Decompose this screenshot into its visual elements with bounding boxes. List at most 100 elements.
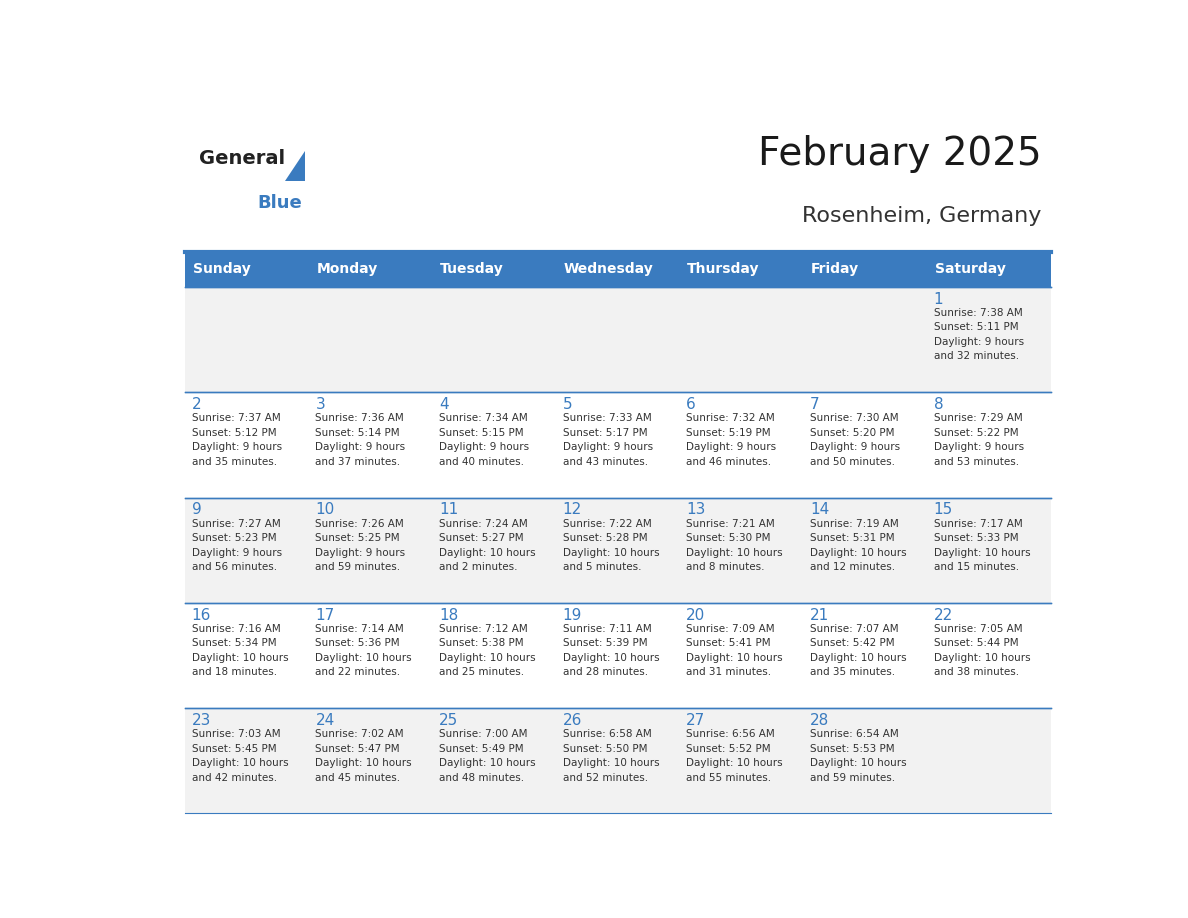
Bar <box>432 708 556 813</box>
Bar <box>803 286 927 392</box>
Text: 9: 9 <box>191 502 202 518</box>
Text: Sunrise: 7:36 AM
Sunset: 5:14 PM
Daylight: 9 hours
and 37 minutes.: Sunrise: 7:36 AM Sunset: 5:14 PM Dayligh… <box>315 413 405 466</box>
Text: 20: 20 <box>687 608 706 622</box>
Text: 25: 25 <box>440 713 459 728</box>
Bar <box>680 498 803 603</box>
Bar <box>803 708 927 813</box>
Text: Sunrise: 6:54 AM
Sunset: 5:53 PM
Daylight: 10 hours
and 59 minutes.: Sunrise: 6:54 AM Sunset: 5:53 PM Dayligh… <box>810 730 906 782</box>
Text: Sunrise: 7:37 AM
Sunset: 5:12 PM
Daylight: 9 hours
and 35 minutes.: Sunrise: 7:37 AM Sunset: 5:12 PM Dayligh… <box>191 413 282 466</box>
Text: Sunrise: 7:16 AM
Sunset: 5:34 PM
Daylight: 10 hours
and 18 minutes.: Sunrise: 7:16 AM Sunset: 5:34 PM Dayligh… <box>191 624 289 677</box>
Text: 23: 23 <box>191 713 211 728</box>
Text: 12: 12 <box>563 502 582 518</box>
Bar <box>309 286 432 392</box>
Text: 5: 5 <box>563 397 573 412</box>
Text: 17: 17 <box>315 608 335 622</box>
Text: Sunrise: 7:19 AM
Sunset: 5:31 PM
Daylight: 10 hours
and 12 minutes.: Sunrise: 7:19 AM Sunset: 5:31 PM Dayligh… <box>810 519 906 572</box>
Text: Sunrise: 7:27 AM
Sunset: 5:23 PM
Daylight: 9 hours
and 56 minutes.: Sunrise: 7:27 AM Sunset: 5:23 PM Dayligh… <box>191 519 282 572</box>
Text: Blue: Blue <box>257 194 302 211</box>
Text: 18: 18 <box>440 608 459 622</box>
Text: Tuesday: Tuesday <box>440 263 504 276</box>
Text: 2: 2 <box>191 397 202 412</box>
Bar <box>556 286 680 392</box>
Bar <box>803 392 927 498</box>
Bar <box>680 252 803 286</box>
Text: Sunrise: 7:32 AM
Sunset: 5:19 PM
Daylight: 9 hours
and 46 minutes.: Sunrise: 7:32 AM Sunset: 5:19 PM Dayligh… <box>687 413 777 466</box>
Text: Sunrise: 7:34 AM
Sunset: 5:15 PM
Daylight: 9 hours
and 40 minutes.: Sunrise: 7:34 AM Sunset: 5:15 PM Dayligh… <box>440 413 529 466</box>
Text: Monday: Monday <box>316 263 378 276</box>
Text: 22: 22 <box>934 608 953 622</box>
Text: 10: 10 <box>315 502 335 518</box>
Text: Sunrise: 7:33 AM
Sunset: 5:17 PM
Daylight: 9 hours
and 43 minutes.: Sunrise: 7:33 AM Sunset: 5:17 PM Dayligh… <box>563 413 653 466</box>
Text: 14: 14 <box>810 502 829 518</box>
Text: Sunrise: 7:24 AM
Sunset: 5:27 PM
Daylight: 10 hours
and 2 minutes.: Sunrise: 7:24 AM Sunset: 5:27 PM Dayligh… <box>440 519 536 572</box>
Text: Sunrise: 7:30 AM
Sunset: 5:20 PM
Daylight: 9 hours
and 50 minutes.: Sunrise: 7:30 AM Sunset: 5:20 PM Dayligh… <box>810 413 901 466</box>
Bar <box>803 252 927 286</box>
Text: Sunrise: 6:58 AM
Sunset: 5:50 PM
Daylight: 10 hours
and 52 minutes.: Sunrise: 6:58 AM Sunset: 5:50 PM Dayligh… <box>563 730 659 782</box>
Text: 15: 15 <box>934 502 953 518</box>
Text: February 2025: February 2025 <box>758 135 1042 173</box>
Bar <box>803 498 927 603</box>
Bar <box>927 252 1051 286</box>
Bar <box>927 392 1051 498</box>
Bar <box>556 392 680 498</box>
Text: Sunrise: 7:14 AM
Sunset: 5:36 PM
Daylight: 10 hours
and 22 minutes.: Sunrise: 7:14 AM Sunset: 5:36 PM Dayligh… <box>315 624 412 677</box>
Bar <box>185 708 309 813</box>
Text: Sunrise: 7:26 AM
Sunset: 5:25 PM
Daylight: 9 hours
and 59 minutes.: Sunrise: 7:26 AM Sunset: 5:25 PM Dayligh… <box>315 519 405 572</box>
Text: Sunrise: 7:29 AM
Sunset: 5:22 PM
Daylight: 9 hours
and 53 minutes.: Sunrise: 7:29 AM Sunset: 5:22 PM Dayligh… <box>934 413 1024 466</box>
Bar <box>556 603 680 708</box>
Bar <box>432 286 556 392</box>
Bar <box>556 252 680 286</box>
Text: 4: 4 <box>440 397 449 412</box>
Text: 7: 7 <box>810 397 820 412</box>
Text: Sunrise: 6:56 AM
Sunset: 5:52 PM
Daylight: 10 hours
and 55 minutes.: Sunrise: 6:56 AM Sunset: 5:52 PM Dayligh… <box>687 730 783 782</box>
Text: Sunrise: 7:03 AM
Sunset: 5:45 PM
Daylight: 10 hours
and 42 minutes.: Sunrise: 7:03 AM Sunset: 5:45 PM Dayligh… <box>191 730 289 782</box>
Text: 19: 19 <box>563 608 582 622</box>
Bar <box>185 286 309 392</box>
Bar <box>309 252 432 286</box>
Text: Sunrise: 7:21 AM
Sunset: 5:30 PM
Daylight: 10 hours
and 8 minutes.: Sunrise: 7:21 AM Sunset: 5:30 PM Dayligh… <box>687 519 783 572</box>
Text: Friday: Friday <box>811 263 859 276</box>
Bar <box>803 603 927 708</box>
Text: Sunday: Sunday <box>192 263 251 276</box>
Text: Sunrise: 7:05 AM
Sunset: 5:44 PM
Daylight: 10 hours
and 38 minutes.: Sunrise: 7:05 AM Sunset: 5:44 PM Dayligh… <box>934 624 1030 677</box>
Text: 8: 8 <box>934 397 943 412</box>
Bar <box>927 603 1051 708</box>
Text: 27: 27 <box>687 713 706 728</box>
Bar <box>680 708 803 813</box>
Bar <box>309 498 432 603</box>
Text: 28: 28 <box>810 713 829 728</box>
Text: Sunrise: 7:22 AM
Sunset: 5:28 PM
Daylight: 10 hours
and 5 minutes.: Sunrise: 7:22 AM Sunset: 5:28 PM Dayligh… <box>563 519 659 572</box>
Text: 11: 11 <box>440 502 459 518</box>
Text: Sunrise: 7:38 AM
Sunset: 5:11 PM
Daylight: 9 hours
and 32 minutes.: Sunrise: 7:38 AM Sunset: 5:11 PM Dayligh… <box>934 308 1024 362</box>
Bar <box>927 498 1051 603</box>
Bar <box>309 392 432 498</box>
Bar <box>927 286 1051 392</box>
Text: 16: 16 <box>191 608 211 622</box>
Bar <box>432 603 556 708</box>
Bar <box>556 708 680 813</box>
Text: Sunrise: 7:00 AM
Sunset: 5:49 PM
Daylight: 10 hours
and 48 minutes.: Sunrise: 7:00 AM Sunset: 5:49 PM Dayligh… <box>440 730 536 782</box>
Bar <box>927 708 1051 813</box>
Text: 26: 26 <box>563 713 582 728</box>
Text: 24: 24 <box>315 713 335 728</box>
Text: Sunrise: 7:17 AM
Sunset: 5:33 PM
Daylight: 10 hours
and 15 minutes.: Sunrise: 7:17 AM Sunset: 5:33 PM Dayligh… <box>934 519 1030 572</box>
Text: Sunrise: 7:02 AM
Sunset: 5:47 PM
Daylight: 10 hours
and 45 minutes.: Sunrise: 7:02 AM Sunset: 5:47 PM Dayligh… <box>315 730 412 782</box>
Text: Saturday: Saturday <box>935 263 1005 276</box>
Text: General: General <box>200 149 285 168</box>
Bar <box>680 286 803 392</box>
Text: 13: 13 <box>687 502 706 518</box>
Bar <box>432 392 556 498</box>
Text: 1: 1 <box>934 292 943 307</box>
Bar <box>432 252 556 286</box>
Bar <box>309 603 432 708</box>
Text: 6: 6 <box>687 397 696 412</box>
Bar <box>680 392 803 498</box>
Bar <box>680 603 803 708</box>
Text: Wednesday: Wednesday <box>563 263 653 276</box>
Text: Sunrise: 7:11 AM
Sunset: 5:39 PM
Daylight: 10 hours
and 28 minutes.: Sunrise: 7:11 AM Sunset: 5:39 PM Dayligh… <box>563 624 659 677</box>
Text: 3: 3 <box>315 397 326 412</box>
Bar <box>185 498 309 603</box>
Bar <box>185 252 309 286</box>
Bar <box>185 392 309 498</box>
Text: Sunrise: 7:12 AM
Sunset: 5:38 PM
Daylight: 10 hours
and 25 minutes.: Sunrise: 7:12 AM Sunset: 5:38 PM Dayligh… <box>440 624 536 677</box>
